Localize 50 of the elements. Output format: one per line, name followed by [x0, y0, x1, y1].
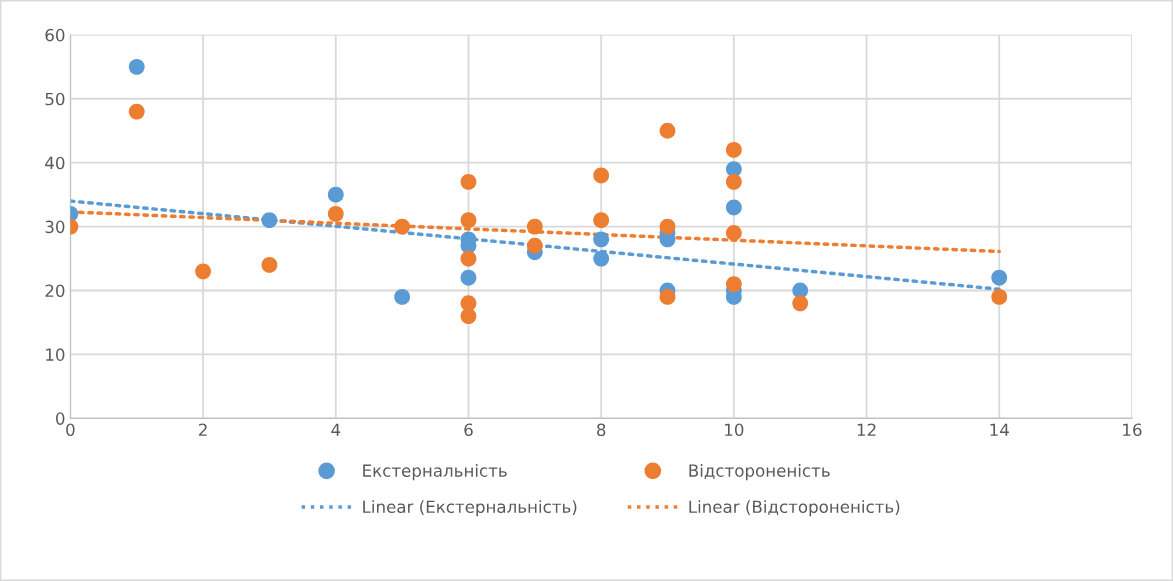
point: [659, 218, 676, 235]
x-tick-label: 2: [198, 423, 207, 436]
x-tick-label: 12: [857, 423, 876, 436]
point: [327, 186, 344, 203]
point: [460, 173, 477, 190]
x-tick-label: 10: [725, 423, 744, 437]
point: [327, 205, 344, 222]
x-tick-label: 16: [1123, 423, 1142, 437]
point: [593, 212, 610, 229]
y-tick-label: 30: [45, 220, 65, 234]
x-tick-label: 0: [66, 423, 75, 437]
point: [593, 167, 610, 184]
y-tick-label: 40: [45, 156, 65, 170]
point: [659, 288, 676, 305]
point: [725, 199, 742, 216]
point: [725, 225, 742, 241]
point: [261, 257, 278, 273]
x-tick-label: 8: [596, 423, 606, 437]
legend-label: Linear (Екстернальність): [363, 500, 577, 517]
point: [460, 269, 477, 286]
legend-label: Linear (Відстороненість): [689, 500, 900, 517]
legend-label: Екстернальність: [363, 464, 507, 481]
point: [725, 173, 742, 190]
y-tick-label: 10: [46, 348, 65, 361]
y-tick-label: 20: [45, 284, 65, 298]
point: [261, 212, 278, 229]
point: [526, 237, 543, 254]
x-tick-label: 4: [331, 423, 341, 436]
y-tick-label: 50: [45, 92, 65, 106]
point: [128, 103, 145, 120]
point: [659, 122, 676, 139]
point: [394, 218, 411, 235]
point: [460, 250, 477, 267]
point: [460, 308, 477, 324]
point: [593, 250, 610, 267]
point: [792, 295, 809, 312]
point: [195, 263, 211, 280]
x-tick-label: 6: [464, 423, 473, 437]
point: [991, 269, 1008, 286]
legend-label: Відстороненість: [689, 464, 830, 481]
point: [526, 218, 543, 235]
point: [128, 58, 145, 75]
y-tick-label: 0: [56, 412, 65, 425]
point: [593, 231, 610, 248]
point: [991, 288, 1008, 305]
x-tick-label: 14: [990, 423, 1009, 436]
point: [725, 141, 742, 158]
point: [394, 288, 411, 305]
y-tick-label: 60: [45, 28, 65, 42]
point: [460, 212, 477, 229]
